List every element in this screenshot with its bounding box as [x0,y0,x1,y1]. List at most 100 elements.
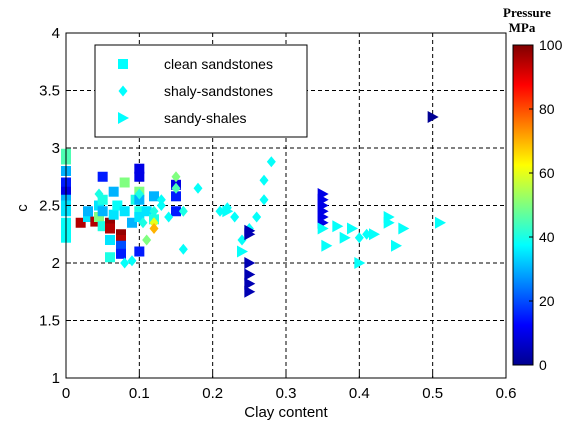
legend: clean sandstones shaly-sandstones sandy-sh… [94,44,308,138]
data-point [97,221,108,232]
colorbar-tick-label: 20 [539,293,555,309]
data-point [134,163,145,174]
data-point [244,228,256,241]
data-point [94,212,104,222]
data-point [171,171,181,183]
data-point [237,245,248,258]
data-point [138,217,148,229]
data-point [193,182,203,194]
data-point [164,211,174,223]
y-tick-labels: 1 1.5 2 2.5 3 3.5 4 [39,25,71,387]
data-point [222,205,234,218]
colorbar-gradient [512,44,534,366]
data-point [134,206,145,217]
data-point [105,217,115,228]
data-point [347,222,358,235]
data-point [127,255,137,267]
x-tick-label: 0.3 [276,385,297,402]
data-point [391,239,402,252]
y-tick-label: 3 [52,140,60,157]
colorbar-tick-label: 0 [539,357,547,373]
data-point [134,212,145,222]
data-point [383,216,395,229]
data-point [108,186,119,197]
y-tick-label: 2 [52,255,60,272]
legend-label: shaly-sandstones [164,83,273,99]
data-point [171,182,181,194]
data-point [83,206,93,217]
data-point [230,211,240,223]
data-point [171,191,181,202]
data-point [119,177,130,188]
data-point [97,171,108,182]
data-point [142,234,152,246]
x-tick-label: 0.4 [349,385,370,402]
data-point [141,206,152,217]
data-point [120,257,130,269]
data-point [83,212,93,222]
data-point [156,194,166,206]
data-point [116,240,126,251]
x-tick-label: 0 [62,385,70,402]
data-point [362,228,372,240]
x-tick-label: 0.2 [202,385,223,402]
data-point [332,220,344,233]
data-point [354,257,366,269]
data-point [134,171,145,182]
x-tick-label: 0.6 [496,385,517,402]
data-point [108,209,119,220]
data-point [244,268,256,281]
data-point [156,200,166,211]
legend-items: clean sandstones shaly-sandstones sandy-sh… [118,56,273,126]
colorbar-tick-label: 60 [539,165,555,181]
data-point [171,206,181,217]
colorbar-tick-label: 40 [539,229,555,245]
data-point [116,229,126,240]
data-point [259,194,269,206]
data-point [97,194,108,205]
legend-marker [118,112,129,124]
data-point [116,248,126,259]
colorbar-title: Pressure [503,5,551,20]
data-point [149,191,159,202]
data-point [259,174,269,186]
data-point [97,206,108,217]
data-point [178,243,188,255]
data-point [339,231,351,244]
data-point [94,188,104,200]
data-point [127,217,137,228]
series-2 [222,110,446,298]
x-tick-label: 0.5 [422,385,443,402]
legend-label: sandy-shales [164,110,247,126]
colorbar-tick-label: 100 [539,37,563,53]
data-point [244,277,256,290]
series-1 [94,156,372,269]
data-point [398,222,410,235]
data-point [134,188,144,200]
colorbar-tick-label: 80 [539,101,555,117]
data-point [105,252,115,263]
data-point [244,285,256,298]
data-point [215,205,225,217]
data-point [75,217,86,228]
y-axis-label: c [14,204,31,212]
data-point [116,235,126,245]
x-tick-labels: 0 0.1 0.2 0.3 0.4 0.5 0.6 [62,373,517,402]
data-point [266,156,276,168]
data-point [149,217,159,229]
data-point [112,200,123,211]
data-point [427,110,439,123]
legend-marker [118,85,128,97]
colorbar-ticks: 0 20 40 60 80 100 [529,37,563,373]
data-point [119,206,130,217]
data-point [354,232,364,244]
x-axis-label: Clay content [244,404,328,421]
y-tick-label: 2.5 [39,198,60,215]
y-tick-label: 3.5 [39,83,60,100]
legend-marker [118,59,128,69]
data-point [94,200,104,211]
data-point [321,239,333,252]
colorbar: Pressure MPa 0 20 40 60 80 100 [503,5,563,373]
